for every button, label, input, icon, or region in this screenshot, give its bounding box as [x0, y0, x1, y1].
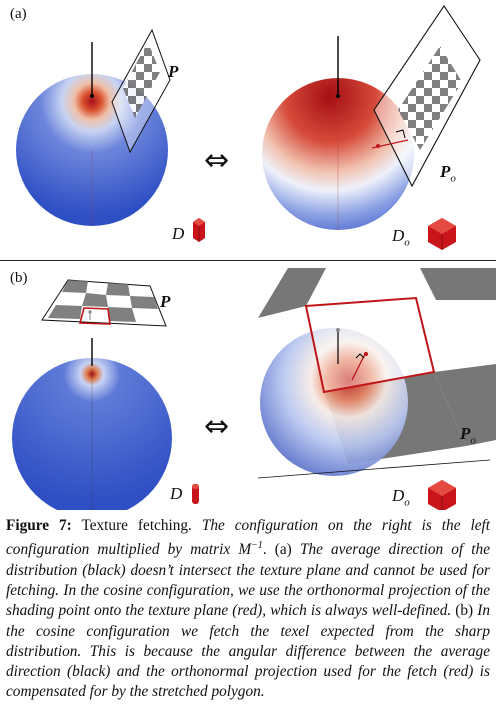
caption-period: .	[262, 541, 267, 559]
panel-a-left-dist-label: D	[172, 224, 185, 243]
caption-matrix: M−1	[238, 540, 263, 559]
panel-a-right-dist-label: Do	[392, 226, 410, 249]
panel-b-right-sphere	[260, 328, 408, 476]
figure-caption: Figure 7: Texture fetching. The configur…	[6, 516, 490, 703]
panel-b-left-plane-label: P	[160, 292, 171, 311]
caption-title: Texture fetching.	[81, 517, 192, 534]
panel-b-left-dist-label: D	[170, 484, 183, 503]
caption-b-tag: (b)	[455, 602, 474, 620]
panel-a-right-sphere	[262, 78, 414, 230]
caption-b-text: In the cosine configuration we fetch the…	[6, 602, 490, 701]
panel-b-right-dist-label: Do	[392, 486, 410, 509]
panel-a-left-dist-icon	[193, 218, 205, 242]
panel-b-label: (b)	[10, 270, 28, 286]
caption-sentence-1: The configuration on the right is the le…	[6, 517, 490, 559]
panel-b-left-texture-plane	[41, 279, 167, 327]
panel-b-left-sphere	[12, 358, 172, 510]
panel-b-left-dist-icon	[192, 484, 199, 504]
panel-a-right-orthonormal-projection	[371, 129, 409, 149]
panel-a-left-texture-plane	[111, 28, 171, 154]
panel-a-right-dist-icon	[428, 218, 456, 250]
caption-a-text: The average direction of the distributio…	[6, 541, 490, 620]
panel-a-right-plane-label: Po	[440, 162, 456, 185]
panel-a-left-sphere	[16, 74, 168, 226]
figure-illustration	[12, 5, 496, 510]
panel-a-label: (a)	[10, 6, 27, 22]
panel-a-left-plane-label: P	[168, 62, 179, 81]
panel-a-equivalence-arrow: ⇔	[204, 143, 230, 178]
panel-b-right-orthonormal-projection	[351, 351, 368, 381]
panel-b-right-dist-icon	[428, 480, 456, 510]
panel-b-equivalence-arrow: ⇔	[204, 409, 230, 444]
caption-figure-number: Figure 7:	[6, 517, 72, 534]
panel-b-right-plane-label: Po	[460, 424, 476, 447]
caption-a-tag: (a)	[274, 541, 292, 559]
panel-b-right-stretched-polygon	[304, 296, 436, 394]
panel-divider	[0, 260, 496, 261]
panel-a-right-texture-plane	[373, 5, 481, 188]
